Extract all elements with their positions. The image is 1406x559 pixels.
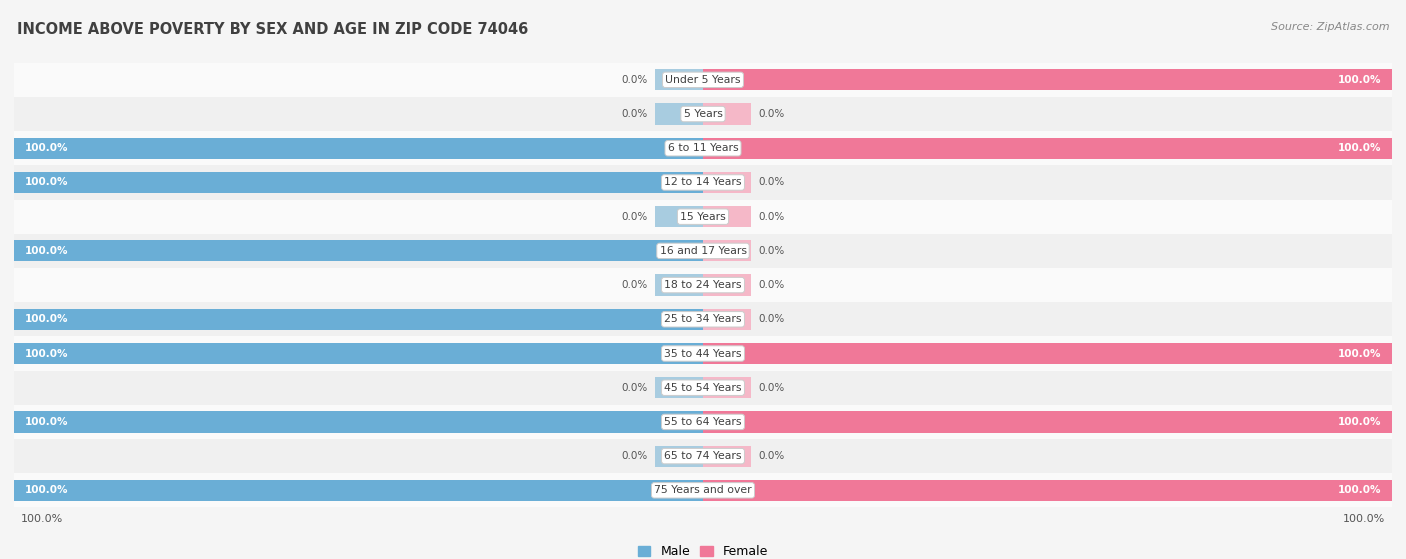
Bar: [14, 405, 1392, 439]
Text: 0.0%: 0.0%: [621, 280, 648, 290]
Text: 100.0%: 100.0%: [24, 348, 67, 358]
Text: 16 and 17 Years: 16 and 17 Years: [659, 246, 747, 256]
Bar: [655, 274, 703, 296]
Bar: [14, 343, 703, 364]
Text: INCOME ABOVE POVERTY BY SEX AND AGE IN ZIP CODE 74046: INCOME ABOVE POVERTY BY SEX AND AGE IN Z…: [17, 22, 529, 37]
Text: 100.0%: 100.0%: [21, 514, 63, 524]
Bar: [703, 446, 751, 467]
Text: Under 5 Years: Under 5 Years: [665, 75, 741, 85]
Text: 0.0%: 0.0%: [758, 280, 785, 290]
Bar: [703, 138, 1392, 159]
Text: 6 to 11 Years: 6 to 11 Years: [668, 143, 738, 153]
Bar: [14, 240, 703, 262]
Text: 65 to 74 Years: 65 to 74 Years: [664, 451, 742, 461]
Text: 5 Years: 5 Years: [683, 109, 723, 119]
Text: 100.0%: 100.0%: [24, 417, 67, 427]
Bar: [703, 274, 751, 296]
Bar: [14, 138, 703, 159]
Bar: [703, 69, 1392, 91]
Bar: [14, 371, 1392, 405]
Bar: [703, 377, 751, 399]
Bar: [703, 103, 751, 125]
Bar: [14, 337, 1392, 371]
Bar: [703, 240, 751, 262]
Text: 0.0%: 0.0%: [621, 212, 648, 222]
Text: 100.0%: 100.0%: [24, 143, 67, 153]
Text: 0.0%: 0.0%: [621, 451, 648, 461]
Text: 100.0%: 100.0%: [1343, 514, 1385, 524]
Text: 100.0%: 100.0%: [24, 246, 67, 256]
Bar: [14, 131, 1392, 165]
Text: 18 to 24 Years: 18 to 24 Years: [664, 280, 742, 290]
Text: 100.0%: 100.0%: [1339, 143, 1382, 153]
Text: 100.0%: 100.0%: [24, 314, 67, 324]
Bar: [655, 103, 703, 125]
Text: 0.0%: 0.0%: [758, 314, 785, 324]
Bar: [703, 343, 1392, 364]
Text: 100.0%: 100.0%: [1339, 417, 1382, 427]
Bar: [14, 234, 1392, 268]
Bar: [703, 206, 751, 228]
Text: 100.0%: 100.0%: [1339, 485, 1382, 495]
Text: 15 Years: 15 Years: [681, 212, 725, 222]
Bar: [14, 97, 1392, 131]
Bar: [655, 377, 703, 399]
Bar: [655, 206, 703, 228]
Text: 0.0%: 0.0%: [758, 212, 785, 222]
Text: 100.0%: 100.0%: [24, 485, 67, 495]
Bar: [703, 411, 1392, 433]
Text: 100.0%: 100.0%: [24, 177, 67, 187]
Text: 25 to 34 Years: 25 to 34 Years: [664, 314, 742, 324]
Bar: [655, 69, 703, 91]
Bar: [14, 302, 1392, 337]
Bar: [703, 480, 1392, 501]
Bar: [14, 63, 1392, 97]
Text: 55 to 64 Years: 55 to 64 Years: [664, 417, 742, 427]
Bar: [14, 165, 1392, 200]
Bar: [14, 480, 703, 501]
Text: 0.0%: 0.0%: [758, 383, 785, 393]
Bar: [703, 309, 751, 330]
Text: 100.0%: 100.0%: [1339, 348, 1382, 358]
Text: 0.0%: 0.0%: [758, 177, 785, 187]
Text: 0.0%: 0.0%: [621, 75, 648, 85]
Text: 0.0%: 0.0%: [758, 246, 785, 256]
Bar: [655, 446, 703, 467]
Text: Source: ZipAtlas.com: Source: ZipAtlas.com: [1271, 22, 1389, 32]
Text: 35 to 44 Years: 35 to 44 Years: [664, 348, 742, 358]
Text: 0.0%: 0.0%: [758, 451, 785, 461]
Text: 100.0%: 100.0%: [1339, 75, 1382, 85]
Bar: [14, 473, 1392, 508]
Text: 12 to 14 Years: 12 to 14 Years: [664, 177, 742, 187]
Text: 45 to 54 Years: 45 to 54 Years: [664, 383, 742, 393]
Text: 75 Years and over: 75 Years and over: [654, 485, 752, 495]
Text: 0.0%: 0.0%: [621, 109, 648, 119]
Bar: [14, 439, 1392, 473]
Legend: Male, Female: Male, Female: [633, 540, 773, 559]
Bar: [703, 172, 751, 193]
Bar: [14, 411, 703, 433]
Bar: [14, 172, 703, 193]
Text: 0.0%: 0.0%: [621, 383, 648, 393]
Bar: [14, 309, 703, 330]
Bar: [14, 200, 1392, 234]
Text: 0.0%: 0.0%: [758, 109, 785, 119]
Bar: [14, 268, 1392, 302]
